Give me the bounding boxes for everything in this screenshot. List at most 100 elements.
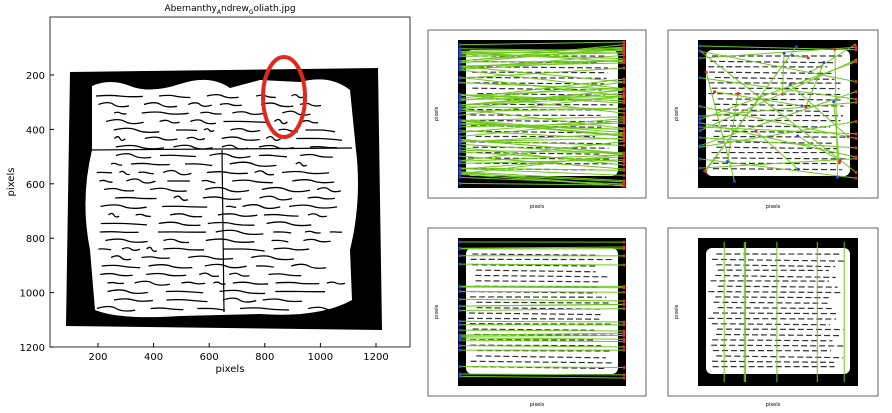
match-line: [459, 41, 625, 46]
keypoint: [622, 87, 626, 91]
match-line: [459, 132, 625, 143]
panel-text: [714, 109, 832, 113]
keypoint: [622, 168, 626, 172]
handwriting: [266, 221, 312, 227]
match-line: [459, 95, 625, 101]
handwriting: [113, 298, 153, 302]
keypoint: [622, 331, 626, 335]
keypoint: [622, 115, 626, 119]
keypoint: [622, 373, 626, 377]
keypoint: [622, 53, 626, 57]
handwriting: [105, 238, 148, 243]
y-tick-label: 400: [26, 125, 45, 136]
keypoint: [458, 365, 462, 369]
handwriting: [226, 205, 237, 208]
keypoint: [458, 289, 462, 293]
handwriting: [126, 178, 156, 184]
handwriting: [296, 137, 343, 141]
panel-text: [708, 290, 842, 294]
match-line: [459, 366, 625, 368]
handwriting: [100, 222, 148, 226]
handwriting: [219, 289, 266, 295]
handwriting: [181, 281, 206, 285]
panel-text: [468, 76, 607, 79]
handwriting: [295, 161, 308, 167]
match-line: [459, 375, 625, 379]
panel-text: [470, 344, 602, 347]
match-line: [459, 94, 625, 104]
title-part: Abernanthy: [164, 4, 217, 14]
keypoint: [622, 127, 626, 131]
keypoint: [622, 155, 626, 159]
match-line: [459, 51, 625, 54]
handwriting: [162, 205, 208, 208]
keypoint: [458, 113, 462, 117]
keypoint: [622, 245, 626, 249]
match-line: [789, 84, 849, 138]
keypoint: [458, 372, 462, 376]
keypoint: [622, 99, 626, 103]
handwriting: [263, 213, 299, 217]
keypoint: [458, 107, 462, 111]
handwriting: [100, 204, 147, 209]
handwriting: [260, 102, 294, 108]
keypoint: [458, 159, 462, 163]
handwriting: [150, 307, 184, 311]
keypoint: [622, 40, 626, 44]
keypoint: [836, 175, 840, 179]
match-line: [459, 176, 625, 185]
keypoint: [725, 160, 729, 164]
panel-text: [470, 360, 614, 364]
match-line: [459, 108, 625, 112]
keypoint: [698, 166, 702, 170]
match-line: [459, 286, 625, 289]
keypoint: [622, 299, 626, 303]
keypoint: [698, 157, 702, 161]
handwriting: [302, 119, 319, 124]
match-line: [459, 118, 625, 133]
x-tick-label: 800: [255, 352, 274, 363]
keypoint: [458, 170, 462, 174]
panel-x-label: pixels: [530, 204, 545, 210]
panel-text: [472, 146, 609, 149]
panel-text: [713, 157, 846, 160]
keypoint: [458, 119, 462, 123]
keypoint: [698, 104, 702, 108]
handwriting: [173, 195, 189, 201]
keypoint: [703, 169, 707, 173]
panel-text: [475, 280, 600, 283]
keypoint: [458, 59, 462, 63]
keypoint: [622, 46, 626, 50]
handwriting: [162, 169, 192, 176]
keypoint: [622, 320, 626, 324]
highlight-ellipse: [261, 55, 307, 139]
panel-text: [472, 253, 600, 256]
handwriting: [188, 102, 212, 107]
panel-text: [712, 125, 831, 128]
keypoint: [622, 163, 626, 167]
keypoint: [622, 184, 626, 188]
keypoint: [458, 129, 462, 133]
match-line: [459, 140, 625, 146]
panel-paper: [706, 50, 850, 176]
handwriting: [262, 298, 303, 303]
match-line: [459, 96, 625, 106]
handwriting: [107, 281, 124, 285]
match-panel: pixels pixels: [427, 29, 647, 210]
keypoint: [698, 125, 702, 129]
match-line: [459, 332, 625, 336]
handwriting: [159, 119, 180, 124]
handwriting: [255, 94, 276, 99]
keypoint: [846, 135, 850, 139]
handwriting: [115, 153, 152, 159]
keypoint: [458, 319, 462, 323]
x-axis-label: pixels: [216, 364, 245, 375]
handwriting: [242, 204, 281, 210]
keypoint: [704, 70, 708, 74]
handwriting: [99, 231, 139, 234]
match-line: [459, 246, 625, 249]
keypoint: [622, 143, 626, 147]
title-subscript: A: [217, 9, 222, 16]
keypoint: [622, 91, 626, 95]
